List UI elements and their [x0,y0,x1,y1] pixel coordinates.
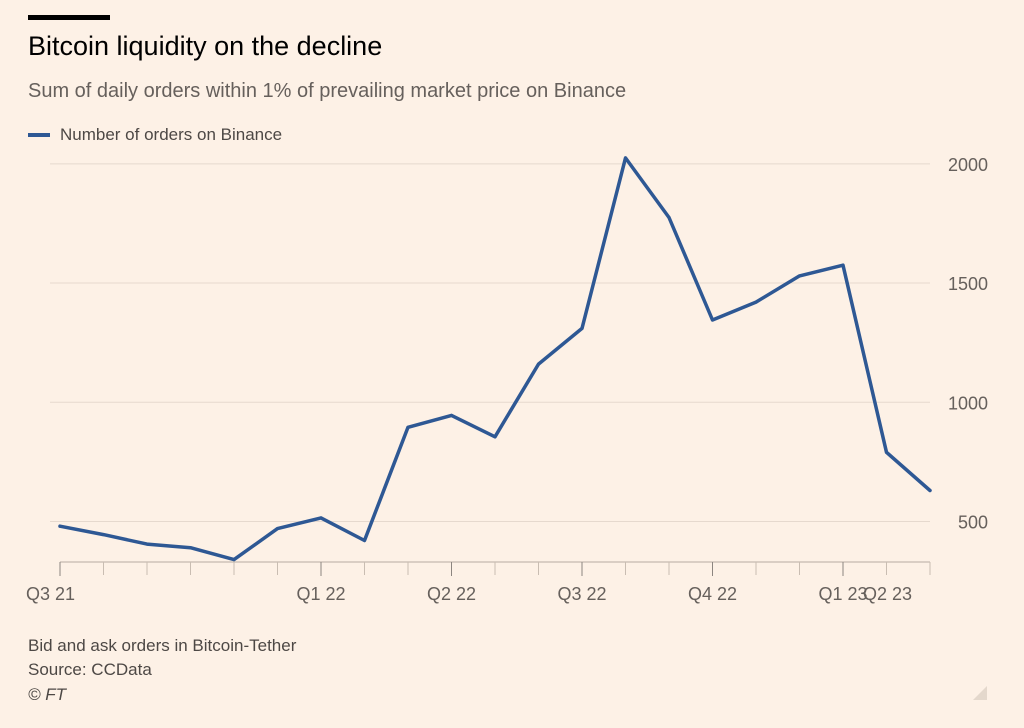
data-point-18 [841,263,845,267]
data-point-16 [754,300,758,304]
data-point-3 [189,546,192,550]
footer-credit: © FT [28,685,67,704]
data-point-6 [319,516,323,520]
series-layer [58,156,932,562]
data-point-2 [145,542,149,546]
legend: Number of orders on Binance [28,124,282,146]
data-point-14 [667,215,671,219]
data-point-8 [406,425,410,429]
data-point-19 [885,450,888,454]
chart-title: Bitcoin liquidity on the decline [28,31,383,61]
footer-note: Bid and ask orders in Bitcoin-Tether [28,636,297,655]
data-point-11 [537,362,540,366]
grid-lines [50,163,930,522]
data-point-7 [363,539,366,543]
x-tick-label-5: Q1 23 [818,584,867,604]
x-tick-label-1: Q1 22 [296,584,345,604]
series-line-orders [58,156,932,562]
data-point-17 [798,274,801,278]
resize-corner-icon [973,686,987,700]
title-accent-bar [28,15,110,20]
x-tick-label-6: Q2 23 [863,584,912,604]
x-tick-label-0: Q3 21 [26,584,75,604]
y-axis: 500 1000 1500 2000 [948,155,988,533]
data-point-12 [580,326,584,330]
x-tick-label-2: Q2 22 [427,584,476,604]
data-point-0 [58,524,62,528]
y-tick-label-2000: 2000 [948,155,988,175]
data-point-15 [711,318,714,322]
y-tick-label-500: 500 [958,512,988,532]
data-point-5 [276,527,279,531]
y-tick-label-1000: 1000 [948,393,988,413]
x-tick-label-3: Q3 22 [557,584,606,604]
data-point-9 [450,413,453,417]
x-tick-label-4: Q4 22 [688,584,737,604]
data-point-10 [493,435,497,439]
y-tick-label-1500: 1500 [948,274,988,294]
data-point-20 [928,488,932,492]
data-point-4 [232,558,236,562]
chart-subtitle: Sum of daily orders within 1% of prevail… [28,80,627,102]
legend-swatch [28,133,50,137]
data-point-13 [624,156,627,160]
legend-label: Number of orders on Binance [60,125,283,144]
data-point-1 [102,533,105,537]
footer-source: Source: CCData [28,660,152,679]
